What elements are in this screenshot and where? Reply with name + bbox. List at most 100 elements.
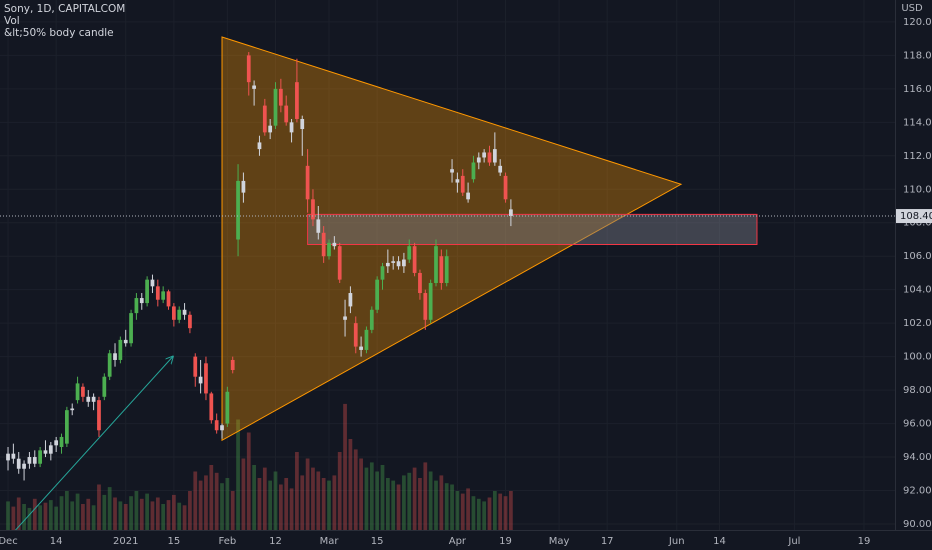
- candles: [6, 52, 513, 481]
- candle-body: [305, 165, 310, 200]
- y-tick-label: 114.00: [903, 117, 932, 128]
- volume-bar: [268, 480, 273, 530]
- x-tick-label: 12: [269, 536, 282, 547]
- candle-body: [198, 376, 203, 384]
- candle-body: [300, 118, 305, 130]
- candle-body: [278, 88, 283, 106]
- volume-bar: [305, 458, 310, 530]
- volume-bar: [337, 452, 342, 530]
- candle-body: [129, 313, 133, 344]
- y-tick-label: 98.00: [903, 385, 932, 396]
- candle-body: [418, 272, 422, 294]
- candle-body: [407, 246, 412, 260]
- x-tick-label: 19: [499, 536, 512, 547]
- volume-bar: [113, 497, 117, 530]
- candle-body: [209, 393, 214, 421]
- volume-bar: [321, 478, 326, 530]
- candle-body: [476, 157, 481, 163]
- candle-body: [54, 440, 59, 446]
- volume-bar: [48, 500, 53, 530]
- candle-body: [434, 246, 438, 283]
- y-tick-label: 112.00: [903, 151, 932, 162]
- volume-bar: [123, 504, 128, 530]
- candle-body: [327, 242, 331, 257]
- volume-bar: [262, 467, 267, 530]
- volume-bar: [444, 483, 449, 530]
- candle-body: [107, 353, 112, 377]
- y-tick-label: 94.00: [903, 452, 932, 463]
- volume-bar: [188, 491, 192, 530]
- candle-body: [204, 363, 208, 394]
- y-tick-label: 102.00: [903, 318, 932, 329]
- y-tick-label: 90.00: [903, 519, 932, 530]
- candle-body: [64, 410, 69, 444]
- volume-bar: [273, 471, 278, 530]
- volume-bar: [220, 483, 224, 530]
- candle-body: [343, 316, 347, 320]
- candle-body: [22, 463, 26, 469]
- candle-body: [359, 346, 363, 350]
- volume-bar: [107, 487, 112, 530]
- candle-body: [509, 209, 513, 217]
- volume-bar: [27, 507, 32, 530]
- candle-body: [423, 293, 428, 320]
- volume-bar: [289, 488, 294, 530]
- volume-bar: [32, 498, 37, 530]
- volume-bar: [412, 467, 417, 530]
- candle-body: [225, 391, 230, 424]
- x-tick-label: Dec: [0, 536, 18, 547]
- x-tick-label: Mar: [320, 536, 340, 547]
- x-tick-label: 14: [50, 536, 63, 547]
- volume-bar: [476, 498, 481, 530]
- volume-bar: [155, 497, 160, 530]
- volume-bar: [492, 491, 497, 530]
- volume-bar: [182, 505, 187, 530]
- y-tick-label: 106.00: [903, 251, 932, 262]
- volume-bar: [252, 465, 256, 530]
- candle-body: [369, 309, 374, 330]
- volume-bar: [230, 491, 235, 530]
- candle-body: [289, 122, 294, 133]
- y-tick-label: 116.00: [903, 84, 932, 95]
- legend-entry: Vol: [4, 15, 20, 27]
- candle-body: [48, 445, 53, 454]
- volume-bar: [139, 498, 144, 530]
- volume-bar: [177, 502, 182, 530]
- candle-body: [102, 376, 107, 397]
- volume-bar: [369, 462, 374, 530]
- candle-body: [262, 105, 267, 133]
- candle-body: [471, 162, 476, 180]
- last-price-label: 108.40: [900, 211, 932, 222]
- volume-bar: [353, 449, 358, 530]
- volume-bar: [460, 493, 465, 530]
- x-tick-label: Feb: [219, 536, 237, 547]
- candle-body: [487, 152, 492, 163]
- volume-bar: [54, 506, 59, 530]
- volume-bar: [391, 480, 396, 530]
- volume-bar: [166, 500, 171, 530]
- volume-bar: [118, 501, 123, 530]
- volume-bar: [471, 496, 476, 530]
- candle-body: [188, 314, 192, 329]
- candle-body: [439, 256, 444, 283]
- volume-bar: [102, 494, 107, 530]
- volume-bar: [327, 480, 331, 530]
- candle-body: [455, 179, 460, 183]
- candle-body: [32, 457, 37, 464]
- candle-body: [11, 453, 16, 459]
- volume-bar: [193, 471, 198, 530]
- x-tick-label: 14: [713, 536, 726, 547]
- candle-body: [43, 450, 48, 454]
- candle-body: [97, 400, 101, 431]
- x-tick-label: May: [549, 536, 570, 547]
- y-tick-label: 92.00: [903, 486, 932, 497]
- candle-body: [375, 279, 380, 310]
- volume-bar: [129, 496, 133, 530]
- candle-body: [316, 219, 321, 233]
- y-tick-label: 104.00: [903, 285, 932, 296]
- volume-bar: [11, 506, 16, 530]
- x-tick-label: 2021: [113, 536, 138, 547]
- volume-bar: [418, 478, 422, 530]
